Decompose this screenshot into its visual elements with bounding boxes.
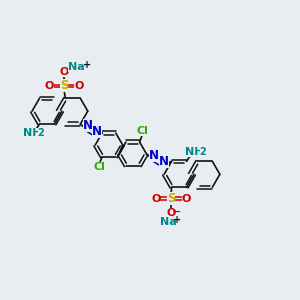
Text: O: O [59,67,69,77]
Text: N: N [83,119,93,132]
Text: N: N [92,125,102,138]
Text: Na: Na [68,62,85,72]
Text: +: + [83,60,91,70]
Text: O: O [74,81,83,91]
Text: S: S [167,192,175,205]
Text: Na: Na [160,217,176,227]
Text: N: N [149,149,159,162]
Text: N: N [158,154,169,168]
Text: NH: NH [185,147,203,158]
Text: O: O [44,81,54,91]
Text: Cl: Cl [137,126,148,136]
Text: O: O [182,194,191,204]
Text: O: O [151,194,160,204]
Text: O: O [166,208,176,218]
Text: Cl: Cl [94,162,106,172]
Text: +: + [173,215,181,225]
Text: NH: NH [23,128,41,138]
Text: S: S [60,79,68,92]
Text: 2: 2 [200,147,206,158]
Text: −: − [172,206,181,216]
Text: 2: 2 [38,128,44,138]
